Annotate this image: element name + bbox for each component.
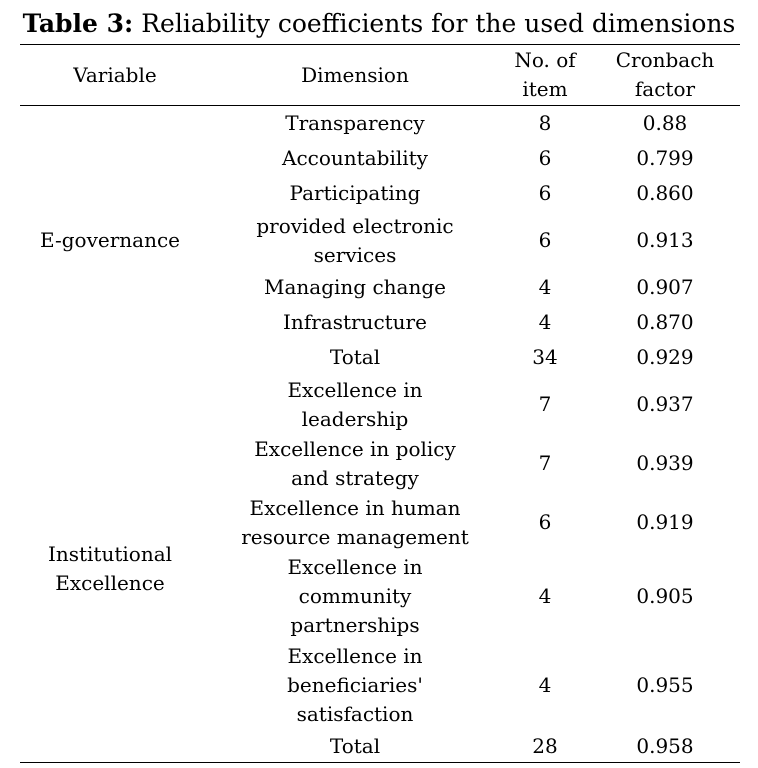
table-caption: Table 3: Reliability coefficients for th… xyxy=(0,8,758,40)
cronbach-cell: 0.860 xyxy=(636,181,694,205)
cronbach-cell: 0.958 xyxy=(590,730,740,763)
caption-label: Table 3: xyxy=(22,9,134,38)
header-cronbach-line1: Cronbach xyxy=(615,48,715,72)
item-count-cell: 28 xyxy=(500,730,590,763)
dimension-cell: Participating xyxy=(210,176,500,211)
table-row: Total 28 0.958 xyxy=(20,730,740,763)
dimension-cell: Accountability xyxy=(210,141,500,176)
dimension-label: Total xyxy=(329,733,381,758)
cronbach-cell: 0.870 xyxy=(636,310,694,334)
header-dimension: Dimension xyxy=(210,44,500,106)
cronbach-cell: 0.913 xyxy=(636,228,694,252)
item-count-cell: 6 xyxy=(538,146,552,170)
header-cronbach-line2: factor xyxy=(634,77,696,101)
header-dimension-label: Dimension xyxy=(301,62,409,87)
item-count-cell: 34 xyxy=(532,345,558,369)
cronbach-cell: 0.929 xyxy=(636,345,694,369)
item-count-cell: 4 xyxy=(538,275,552,299)
reliability-table: Variable Dimension No. of item Cronbach fa… xyxy=(20,44,740,763)
variable-label: E-governance xyxy=(40,228,180,252)
dimension-label: Transparency xyxy=(285,111,425,135)
dimension-cell: Excellence in community partnerships xyxy=(210,552,500,641)
table-row: provided electronic services 6 0.913 xyxy=(20,211,740,270)
cronbach-cell: 0.937 xyxy=(636,392,694,416)
cronbach-cell: 0.907 xyxy=(636,275,694,299)
item-count-cell: 4 xyxy=(538,584,552,608)
table-header: Variable Dimension No. of item Cronbach fa… xyxy=(20,44,740,106)
item-count-cell: 7 xyxy=(538,451,552,475)
table-row: Total 34 0.929 xyxy=(20,340,740,375)
header-variable-label: Variable xyxy=(73,62,157,87)
dimension-cell: Transparency xyxy=(210,106,500,142)
table-row: Excellence in policy and strategy 7 0.939 xyxy=(20,434,740,493)
dimension-label: Excellence in xyxy=(287,377,423,402)
cronbach-cell: 0.955 xyxy=(636,673,694,697)
dimension-label: services xyxy=(313,242,397,267)
dimension-cell: Total xyxy=(210,340,500,375)
dimension-label: Participating xyxy=(289,181,421,205)
table-row: Managing change 4 0.907 xyxy=(20,270,740,305)
cronbach-cell: 0.939 xyxy=(636,451,694,475)
dimension-cell: provided electronic services xyxy=(210,211,500,270)
header-items-line2: item xyxy=(522,77,568,101)
dimension-label: Excellence in policy xyxy=(254,436,456,461)
variable-cell: Institutional Excellence xyxy=(20,375,210,763)
item-count-cell: 6 xyxy=(538,510,552,534)
item-count-cell: 4 xyxy=(538,673,552,697)
cronbach-cell: 0.799 xyxy=(636,146,694,170)
variable-label: Excellence xyxy=(55,570,165,595)
header-variable: Variable xyxy=(20,44,210,106)
dimension-label: Total xyxy=(329,345,381,369)
table-row: Excellence in human resource management 6 0… xyxy=(20,493,740,552)
item-count-cell: 6 xyxy=(538,181,552,205)
header-items: No. of item xyxy=(500,44,590,106)
header-items-line1: No. of xyxy=(514,48,576,72)
variable-cell: E-governance xyxy=(20,106,210,376)
dimension-cell: Excellence in leadership xyxy=(210,375,500,434)
dimension-label: Managing change xyxy=(264,275,446,299)
dimension-cell: Managing change xyxy=(210,270,500,305)
dimension-label: Excellence in xyxy=(287,555,423,579)
dimension-label: provided electronic xyxy=(256,213,454,238)
header-cronbach: Cronbach factor xyxy=(590,44,740,106)
cronbach-cell: 0.919 xyxy=(636,510,694,534)
dimension-label: Accountability xyxy=(282,146,428,170)
caption-text: Reliability coefficients for the used di… xyxy=(133,9,736,38)
dimension-label: beneficiaries' xyxy=(287,673,423,697)
header-row: Variable Dimension No. of item Cronbach fa… xyxy=(20,44,740,106)
dimension-cell: Infrastructure xyxy=(210,305,500,340)
item-count-cell: 8 xyxy=(538,111,552,135)
dimension-label: Excellence in xyxy=(287,644,423,668)
dimension-cell: Total xyxy=(210,730,500,763)
table-body: E-governance Transparency 8 0.88 Accountabil… xyxy=(20,106,740,763)
dimension-label: community xyxy=(298,584,412,608)
table-row: E-governance Transparency 8 0.88 xyxy=(20,106,740,252)
dimension-label: and strategy xyxy=(291,465,419,490)
dimension-label: partnerships xyxy=(290,613,420,637)
table-row: Institutional Excellence Excellence in lead… xyxy=(20,375,740,763)
table-row: Participating 6 0.860 xyxy=(20,176,740,211)
item-count-cell: 6 xyxy=(538,228,552,252)
item-count-cell: 4 xyxy=(538,310,552,334)
dimension-label: leadership xyxy=(301,406,409,431)
table-row: Excellence in community partnerships 4 0.905 xyxy=(20,552,740,641)
dimension-label: satisfaction xyxy=(296,702,414,726)
table-row: Excellence in beneficiaries' satisfaction 4… xyxy=(20,641,740,730)
table-row: Accountability 6 0.799 xyxy=(20,141,740,176)
dimension-cell: Excellence in human resource management xyxy=(210,493,500,552)
dimension-cell: Excellence in policy and strategy xyxy=(210,434,500,493)
cronbach-cell: 0.88 xyxy=(642,111,688,135)
dimension-label: Infrastructure xyxy=(283,310,427,334)
cronbach-cell: 0.905 xyxy=(636,584,694,608)
item-count-cell: 7 xyxy=(538,392,552,416)
dimension-label: Excellence in human xyxy=(249,495,461,520)
dimension-cell: Excellence in beneficiaries' satisfaction xyxy=(210,641,500,730)
variable-label: Institutional xyxy=(47,541,173,566)
dimension-label: resource management xyxy=(241,524,469,549)
table-row: Infrastructure 4 0.870 xyxy=(20,305,740,340)
